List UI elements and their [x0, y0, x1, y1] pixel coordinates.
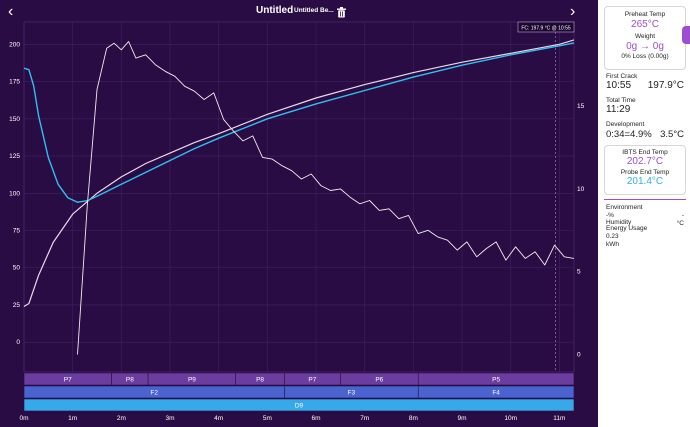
probe-end-value: 201.4°C [626, 176, 664, 187]
prev-roast-button[interactable]: ‹ [8, 3, 14, 20]
env-humidity-value: -% [606, 212, 614, 219]
bean-name[interactable]: Untitled Be... [294, 7, 334, 14]
series-line-ror [77, 41, 575, 355]
x-tick-label: 6m [312, 415, 321, 422]
x-tick-label: 7m [360, 415, 369, 422]
development-value: 0:34=4.9% [606, 129, 652, 140]
y-left-tick-label: 75 [13, 228, 21, 235]
weight-label: Weight [634, 33, 656, 40]
x-tick-label: 10m [504, 415, 517, 422]
y-left-tick-label: 175 [9, 79, 20, 86]
plot-frame [23, 21, 575, 373]
phase-label: P7 [308, 377, 316, 384]
phase-label: F3 [348, 390, 356, 397]
x-tick-label: 8m [409, 415, 418, 422]
first-crack-label: First Crack [606, 73, 638, 80]
phase-label: P6 [375, 377, 383, 384]
environment-label: Environment [606, 204, 643, 211]
end-temps-card: IBTS End Temp 202.7°C Probe End Temp 201… [604, 145, 686, 195]
phase-label: F2 [150, 390, 158, 397]
x-tick-label: 5m [263, 415, 272, 422]
weight-value: 0g → 0g [626, 41, 664, 52]
first-crack-tag: FC: 197.9 °C @ 10:55 [521, 26, 571, 32]
y-left-tick-label: 0 [16, 339, 20, 346]
first-crack-tag-box [517, 21, 575, 33]
phase-label: P8 [256, 377, 264, 384]
x-tick-label: 9m [458, 415, 467, 422]
total-time-label: Total Time [606, 97, 636, 104]
x-tick-label: 2m [117, 415, 126, 422]
first-crack-time: 10:55 [606, 80, 632, 91]
env-temp-value: - [681, 212, 684, 219]
energy-label: Energy Usage [606, 225, 648, 232]
x-tick-label: 1m [68, 415, 77, 422]
x-tick-label: 4m [214, 415, 223, 422]
phase-segment [417, 385, 575, 399]
y-right-tick-label: 15 [577, 103, 585, 110]
ibts-end-label: IBTS End Temp [622, 149, 668, 156]
temp-unit: °C [676, 220, 684, 227]
phase-label: P9 [188, 377, 196, 384]
phase-segment [417, 372, 575, 386]
preheat-weight-card: Preheat Temp 265°C Weight 0g → 0g 0% Los… [604, 6, 686, 70]
first-crack-temp: 197.9°C [647, 80, 684, 91]
y-left-tick-label: 150 [9, 116, 20, 123]
y-left-tick-label: 125 [9, 153, 20, 160]
development-delta: 3.5°C [660, 129, 684, 140]
total-time-value: 11:29 [606, 104, 631, 115]
humidity-label: Humidity [606, 219, 632, 226]
energy-unit: kWh [606, 241, 619, 248]
next-roast-button[interactable]: › [570, 3, 576, 20]
weight-loss: 0% Loss (0.00g) [621, 53, 669, 60]
series-line-ibts [23, 39, 575, 308]
roast-chart: 0m 1m 2m 3m 4m 5m 6m 7m 8m 9m 10m 11m02550751001251… [9, 21, 585, 422]
phase-label: P7 [64, 377, 72, 384]
trash-icon[interactable] [337, 5, 346, 18]
sidebar-collapse-tab[interactable] [682, 26, 690, 44]
phase-label: P5 [492, 377, 500, 384]
phase-label: F4 [492, 390, 500, 397]
y-right-tick-label: 5 [577, 269, 581, 276]
ibts-end-value: 202.7°C [626, 156, 664, 167]
divider [604, 199, 686, 200]
development-label: Development [606, 121, 645, 128]
y-left-tick-label: 200 [9, 41, 20, 48]
y-left-tick-label: 25 [13, 302, 21, 309]
roast-chart-panel: 0m 1m 2m 3m 4m 5m 6m 7m 8m 9m 10m 11m 0 25 50 75 100 125 1… [8, 3, 585, 422]
preheat-value: 265°C [631, 19, 659, 30]
preheat-label: Preheat Temp [624, 11, 666, 18]
x-tick-label: 0m [19, 415, 28, 422]
probe-end-label: Probe End Temp [620, 169, 670, 176]
x-tick-label: 3m [166, 415, 175, 422]
roast-title[interactable]: Untitled [256, 5, 294, 16]
phase-label: D9 [295, 403, 304, 410]
phase-segment [23, 398, 575, 412]
x-tick-label: 11m [553, 415, 565, 422]
y-right-tick-label: 10 [577, 186, 585, 193]
phase-label: P8 [126, 377, 134, 384]
energy-value: 0.23 [606, 233, 619, 240]
roast-stats-sidebar: Preheat Temp 265°C Weight 0g → 0g 0% Los… [598, 0, 690, 427]
y-left-tick-label: 100 [9, 190, 20, 197]
y-right-tick-label: 0 [577, 351, 581, 358]
y-left-tick-label: 50 [13, 265, 21, 272]
series-line-probe [23, 42, 575, 203]
